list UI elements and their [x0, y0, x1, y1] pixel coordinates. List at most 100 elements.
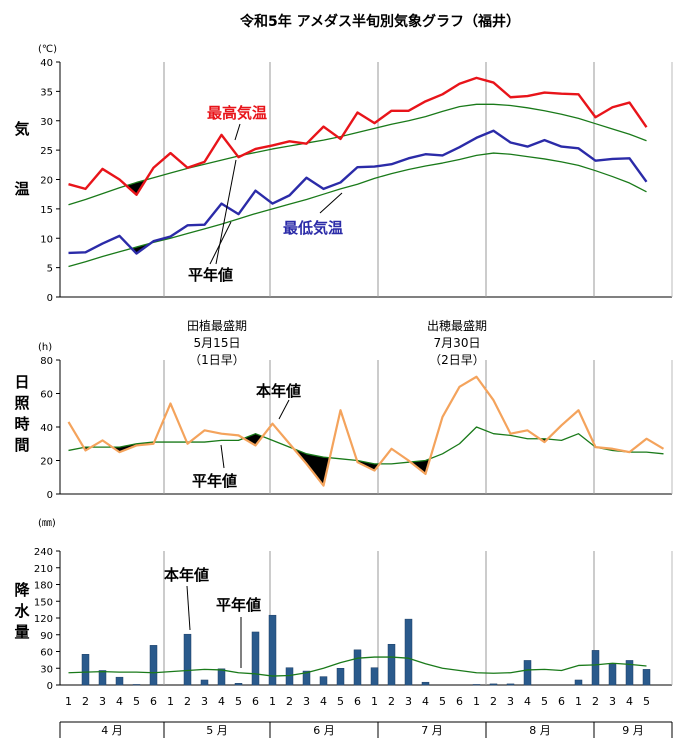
rain-y-tick-label: 180: [34, 581, 53, 592]
rain-unit-label: (㎜): [38, 518, 56, 529]
month-label: 8 月: [529, 724, 551, 737]
rain-bar: [472, 684, 481, 686]
rain-y-tick-label: 150: [34, 597, 53, 608]
rain-y-tick-label: 30: [40, 664, 53, 675]
rain-bar: [370, 667, 379, 686]
sun-normal-line: [68, 426, 664, 465]
x-tick-label: 4: [218, 695, 225, 708]
temp-y-tick-label: 40: [40, 58, 53, 69]
x-tick-label: 1: [473, 695, 480, 708]
x-tick-label: 2: [592, 695, 599, 708]
rain-bar: [336, 668, 345, 686]
rain-bar: [81, 654, 90, 686]
x-tick-label: 2: [388, 695, 395, 708]
rain-y-tick-label: 240: [34, 547, 53, 558]
sun-normal-annotation: 平年値: [192, 472, 237, 490]
x-tick-label: 3: [99, 695, 106, 708]
x-tick-label: 5: [133, 695, 140, 708]
rain-bar: [200, 679, 209, 686]
rain-bar: [98, 670, 107, 686]
rain-normal-annotation: 平年値: [216, 596, 261, 614]
x-tick-label: 4: [422, 695, 429, 708]
sun-actual-line: [67, 375, 665, 487]
x-tick-label: 2: [82, 695, 89, 708]
x-tick-label: 5: [235, 695, 242, 708]
sun-y-tick-label: 40: [40, 423, 53, 434]
temp-max-pointer: [234, 123, 241, 141]
rain-bar: [115, 676, 124, 686]
sun-below-normal: [306, 453, 324, 486]
rain-bar: [149, 645, 158, 686]
month-label: 9 月: [622, 724, 644, 737]
x-tick-label: 2: [184, 695, 191, 708]
x-tick-label: 5: [643, 695, 650, 708]
x-tick-label: 1: [575, 695, 582, 708]
temp-axis-title: 気温: [14, 120, 29, 198]
x-tick-label: 6: [150, 695, 157, 708]
rain-bar: [523, 660, 532, 686]
rain-bar: [404, 618, 413, 686]
x-tick-label: 2: [490, 695, 497, 708]
rain-bar: [506, 683, 515, 686]
temp-y-tick-label: 30: [40, 117, 53, 128]
x-tick-label: 3: [405, 695, 412, 708]
temp-y-tick-label: 5: [47, 264, 53, 275]
month-label: 6 月: [313, 724, 335, 737]
rain-y-tick-label: 90: [40, 631, 53, 642]
rain-axis-title: 降水量: [14, 581, 30, 641]
temp-y-tick-label: 0: [47, 293, 53, 304]
x-tick-label: 6: [354, 695, 361, 708]
rain-bar: [268, 614, 277, 686]
rain-y-tick-label: 120: [34, 614, 53, 625]
x-tick-label: 4: [116, 695, 123, 708]
rain-y-tick-label: 60: [40, 648, 53, 659]
rain-bar: [319, 676, 328, 686]
rain-bar: [285, 667, 294, 686]
x-tick-label: 3: [609, 695, 616, 708]
rain-bar: [387, 643, 396, 686]
sun-y-tick-label: 20: [40, 457, 53, 468]
sun-normal-pointer: [220, 444, 225, 469]
sun-actual-annotation: 本年値: [256, 382, 301, 400]
temp-y-tick-label: 10: [40, 234, 53, 245]
x-tick-label: 3: [507, 695, 514, 708]
rain-bar: [132, 684, 141, 686]
sun-actual-pointer: [278, 399, 290, 420]
temp-min-annotation: 最低気温: [283, 219, 343, 237]
temp-y-tick-label: 20: [40, 176, 53, 187]
sun-y-tick-label: 80: [40, 356, 53, 367]
x-tick-label: 4: [626, 695, 633, 708]
taue-note-line: 5月15日: [194, 336, 241, 350]
x-tick-label: 4: [320, 695, 327, 708]
shussui-note-line: 出穂最盛期: [427, 318, 487, 333]
rain-bar: [217, 668, 226, 686]
sun-axis-title: 日照時間: [14, 373, 29, 454]
x-tick-label: 3: [201, 695, 208, 708]
temp-normal-annotation: 平年値: [188, 266, 233, 284]
shussui-note-line: 7月30日: [434, 336, 481, 350]
x-tick-label: 5: [439, 695, 446, 708]
rain-bar: [625, 660, 634, 686]
month-label: 5 月: [206, 724, 228, 737]
rain-bar: [183, 633, 192, 686]
month-label: 4 月: [101, 724, 123, 737]
temp-max-annotation: 最高気温: [207, 104, 267, 122]
temp-max-line: [68, 76, 648, 196]
rain-bar: [642, 669, 651, 686]
rain-bar: [302, 670, 311, 686]
x-tick-label: 4: [524, 695, 531, 708]
x-tick-label: 1: [371, 695, 378, 708]
rain-bar: [251, 631, 260, 686]
temp-unit-label: (℃): [38, 44, 57, 55]
rain-bar: [421, 681, 430, 686]
shussui-note-line: （2日早）: [429, 353, 485, 367]
temp-y-tick-label: 15: [40, 205, 53, 216]
temp-min-pointer: [319, 192, 343, 214]
sun-y-tick-label: 0: [47, 490, 53, 501]
x-tick-label: 5: [541, 695, 548, 708]
taue-note-line: （1日早）: [189, 353, 245, 367]
x-tick-label: 6: [558, 695, 565, 708]
temp-min-normal-line: [68, 152, 647, 268]
